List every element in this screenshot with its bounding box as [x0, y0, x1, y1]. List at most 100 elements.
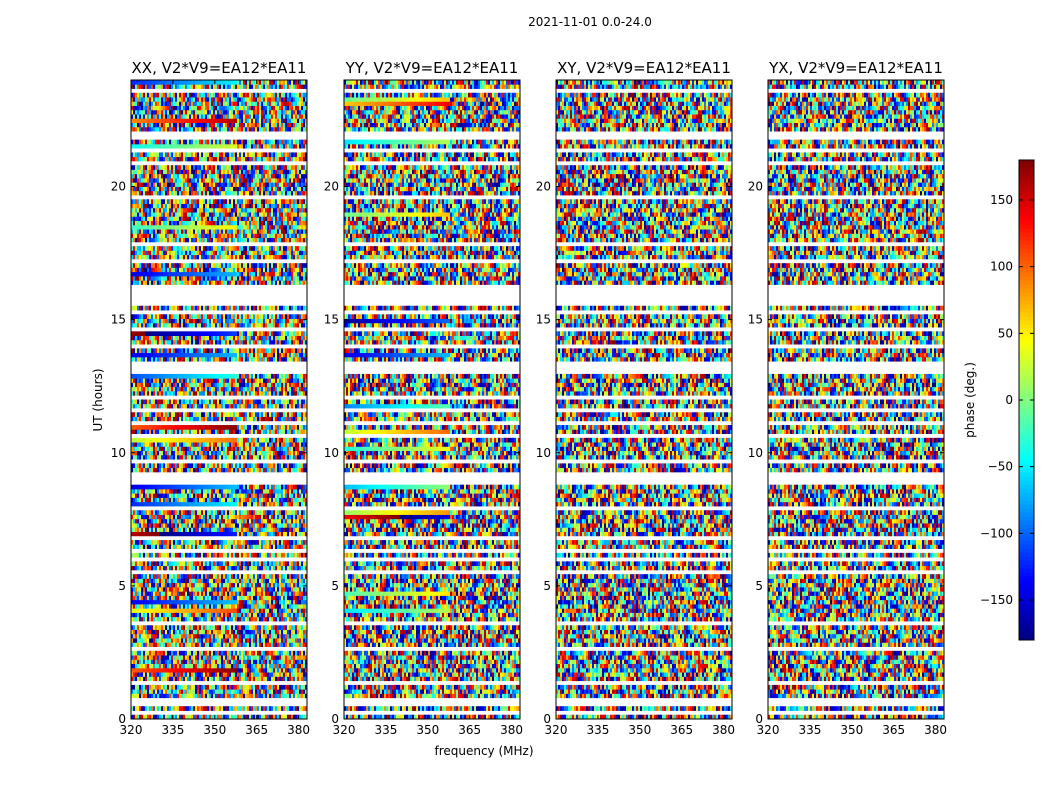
- y-tick-label: 15: [536, 313, 551, 327]
- y-tick-label: 10: [748, 446, 763, 460]
- panel-yx: YX, V2*V9=EA12*EA11 320 335 350 365 380 0 5 10 15…: [748, 59, 947, 737]
- colorbar-segment: [1019, 620, 1034, 625]
- phase-heatmap: [344, 80, 521, 720]
- colorbar-segment: [1019, 516, 1034, 521]
- colorbar-segment: [1019, 472, 1034, 477]
- colorbar-segment: [1019, 220, 1034, 225]
- x-tick-label: 380: [500, 723, 523, 737]
- colorbar-segment: [1019, 372, 1034, 377]
- colorbar-segment: [1019, 392, 1034, 397]
- colorbar-segment: [1019, 428, 1034, 433]
- y-tick-label: 10: [111, 446, 126, 460]
- y-tick-label: 0: [331, 712, 339, 726]
- colorbar-segment: [1019, 524, 1034, 529]
- colorbar-segment: [1019, 360, 1034, 365]
- colorbar-segment: [1019, 564, 1034, 569]
- x-tick-label: 335: [586, 723, 609, 737]
- x-tick-label: 380: [924, 723, 947, 737]
- x-tick-label: 320: [545, 723, 568, 737]
- colorbar-segment: [1019, 456, 1034, 461]
- colorbar-segment: [1019, 256, 1034, 261]
- panel-xx: XX, V2*V9=EA12*EA11 320 335 350 365 380 0 5 10 15…: [111, 59, 310, 737]
- colorbar-segment: [1019, 244, 1034, 249]
- colorbar-segment: [1019, 460, 1034, 465]
- colorbar-segment: [1019, 224, 1034, 229]
- panel-title: YX, V2*V9=EA12*EA11: [768, 59, 943, 77]
- y-tick-label: 5: [755, 579, 763, 593]
- colorbar-segment: [1019, 548, 1034, 553]
- colorbar-segment: [1019, 424, 1034, 429]
- colorbar-segment: [1019, 296, 1034, 301]
- colorbar-segment: [1019, 520, 1034, 525]
- colorbar-segment: [1019, 560, 1034, 565]
- colorbar-segment: [1019, 388, 1034, 393]
- y-tick-label: 20: [111, 180, 126, 194]
- colorbar-segment: [1019, 336, 1034, 341]
- colorbar-segment: [1019, 616, 1034, 621]
- colorbar-segment: [1019, 276, 1034, 281]
- colorbar-segment: [1019, 432, 1034, 437]
- panel-frame: [767, 79, 945, 720]
- colorbar-segment: [1019, 488, 1034, 493]
- x-tick-label: 335: [374, 723, 397, 737]
- colorbar-segment: [1019, 576, 1034, 581]
- colorbar-label: phase (deg.): [963, 362, 977, 438]
- x-tick-label: 350: [840, 723, 863, 737]
- x-tick-label: 380: [712, 723, 735, 737]
- y-tick-label: 5: [331, 579, 339, 593]
- colorbar-segment: [1019, 308, 1034, 313]
- colorbar-segment: [1019, 232, 1034, 237]
- colorbar-segment: [1019, 580, 1034, 585]
- panel-frame: [130, 79, 308, 720]
- colorbar-segment: [1019, 324, 1034, 329]
- panel-frame: [343, 79, 521, 720]
- colorbar-segment: [1019, 172, 1034, 177]
- colorbar-segment: [1019, 492, 1034, 497]
- colorbar-segment: [1019, 396, 1034, 401]
- y-tick-label: 10: [536, 446, 551, 460]
- colorbar-segment: [1019, 344, 1034, 349]
- colorbar-segment: [1019, 532, 1034, 537]
- y-tick-label: 20: [324, 180, 339, 194]
- y-tick-label: 5: [543, 579, 551, 593]
- colorbar-segment: [1019, 248, 1034, 253]
- colorbar-segment: [1019, 216, 1034, 221]
- colorbar-segment: [1019, 624, 1034, 629]
- x-tick-label: 365: [458, 723, 481, 737]
- colorbar-segment: [1019, 600, 1034, 605]
- colorbar-segment: [1019, 540, 1034, 545]
- colorbar-segment: [1019, 596, 1034, 601]
- panels: XX, V2*V9=EA12*EA11 320 335 350 365 380 0 5 10 15…: [111, 59, 947, 737]
- colorbar-segment: [1019, 444, 1034, 449]
- y-tick-label: 0: [755, 712, 763, 726]
- colorbar-segment: [1019, 264, 1034, 269]
- colorbar-segment: [1019, 380, 1034, 385]
- phase-heatmap: [556, 80, 733, 720]
- colorbar-segment: [1019, 416, 1034, 421]
- colorbar-segment: [1019, 320, 1034, 325]
- colorbar-segment: [1019, 180, 1034, 185]
- colorbar-segment: [1019, 452, 1034, 457]
- y-axis-label: UT (hours): [91, 368, 105, 431]
- colorbar-segment: [1019, 588, 1034, 593]
- colorbar-segment: [1019, 584, 1034, 589]
- colorbar-segment: [1019, 292, 1034, 297]
- colorbar-segment: [1019, 376, 1034, 381]
- colorbar-segment: [1019, 352, 1034, 357]
- colorbar-segment: [1019, 228, 1034, 233]
- colorbar-segment: [1019, 204, 1034, 209]
- colorbar-segment: [1019, 552, 1034, 557]
- colorbar-segment: [1019, 420, 1034, 425]
- y-tick-label: 20: [748, 180, 763, 194]
- x-tick-label: 320: [333, 723, 356, 737]
- panel-frame: [555, 79, 733, 720]
- x-axis-label: frequency (MHz): [434, 744, 533, 758]
- colorbar-segment: [1019, 468, 1034, 473]
- colorbar-tick-label: 100: [990, 260, 1013, 274]
- colorbar-segment: [1019, 252, 1034, 257]
- colorbar-segment: [1019, 356, 1034, 361]
- y-tick-label: 15: [324, 313, 339, 327]
- colorbar-segment: [1019, 544, 1034, 549]
- colorbar-segment: [1019, 192, 1034, 197]
- panel-title: YY, V2*V9=EA12*EA11: [345, 59, 519, 77]
